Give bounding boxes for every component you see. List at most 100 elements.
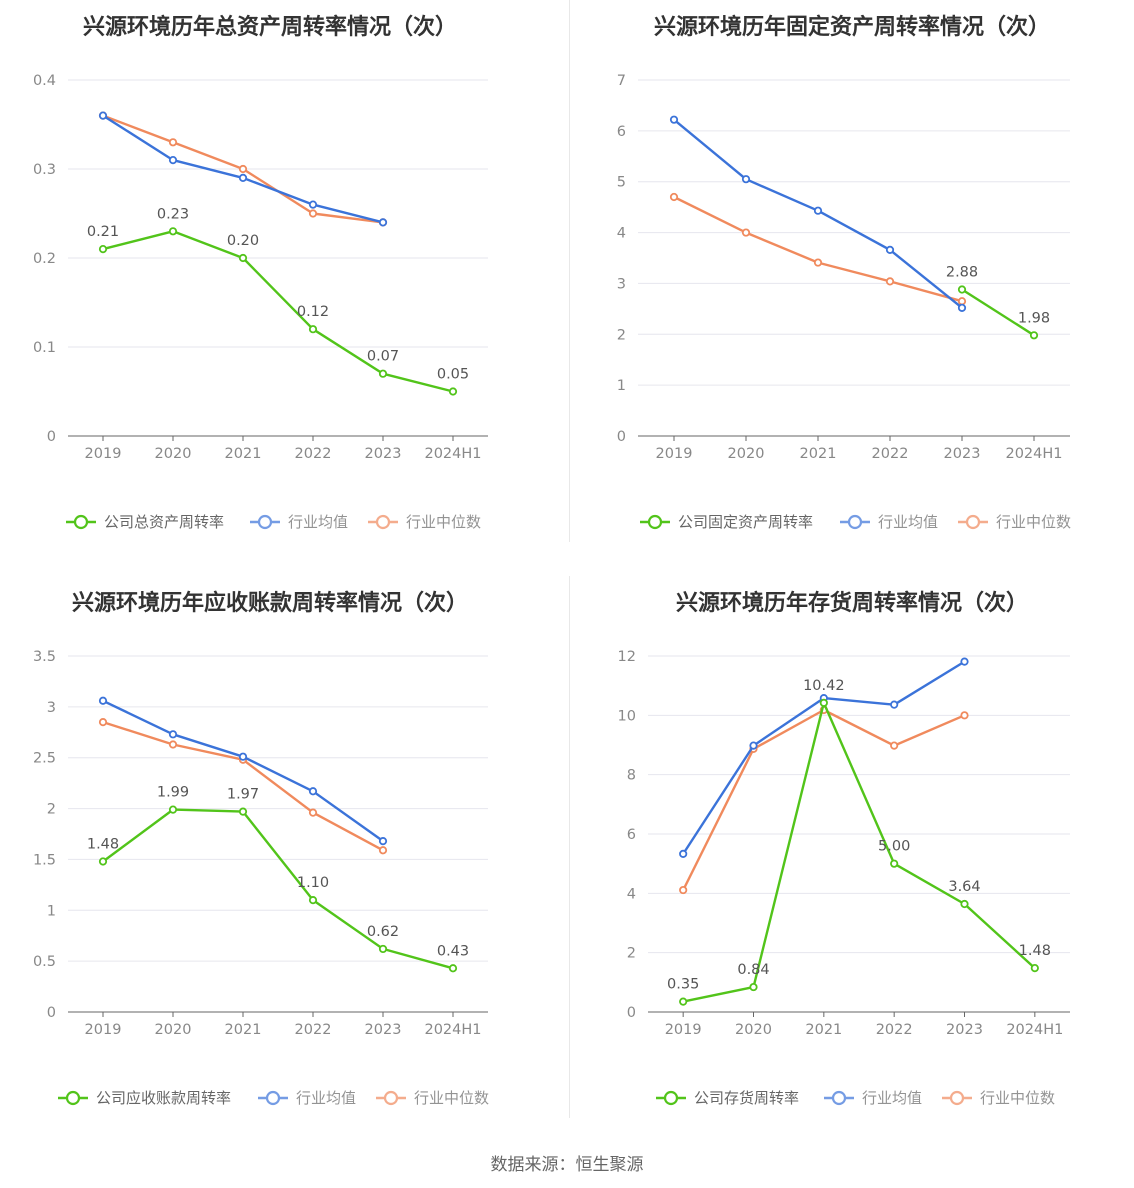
data-point-company[interactable] bbox=[308, 325, 318, 334]
legend-item-avg[interactable]: 行业均值 bbox=[824, 1089, 922, 1107]
data-point-avg[interactable] bbox=[741, 175, 751, 184]
y-tick-label: 0 bbox=[627, 1005, 636, 1021]
data-point-avg[interactable] bbox=[378, 218, 388, 227]
data-point-avg[interactable] bbox=[749, 741, 758, 750]
data-point-median[interactable] bbox=[813, 258, 823, 267]
legend-label: 行业中位数 bbox=[980, 1089, 1055, 1107]
data-point-median[interactable] bbox=[669, 192, 679, 202]
legend-item-company[interactable]: 公司固定资产周转率 bbox=[640, 513, 813, 531]
y-tick-label: 3.5 bbox=[33, 649, 56, 665]
data-label: 1.48 bbox=[87, 836, 119, 852]
chart-3: 兴源环境历年存货周转率情况（次） 0 2 4 6 8 10 12 2019 2020 2021 202… bbox=[618, 590, 1070, 1107]
data-point-company[interactable] bbox=[98, 245, 108, 254]
legend-item-median[interactable]: 行业中位数 bbox=[368, 513, 481, 531]
data-point-company[interactable] bbox=[168, 805, 178, 814]
data-label: 3.64 bbox=[948, 879, 980, 895]
legend-item-avg[interactable]: 行业均值 bbox=[258, 1089, 356, 1107]
data-point-avg[interactable] bbox=[679, 849, 688, 858]
legend-item-company[interactable]: 公司总资产周转率 bbox=[66, 513, 224, 531]
legend-item-company[interactable]: 公司应收账款周转率 bbox=[58, 1089, 231, 1107]
data-label: 0.62 bbox=[367, 924, 399, 940]
legend-label: 公司存货周转率 bbox=[694, 1089, 799, 1107]
data-point-company[interactable] bbox=[378, 944, 388, 954]
data-point-avg[interactable] bbox=[308, 200, 318, 209]
y-tick-label: 2 bbox=[47, 802, 56, 818]
data-point-median[interactable] bbox=[960, 711, 969, 720]
data-point-avg[interactable] bbox=[98, 696, 108, 705]
y-tick-label: 0 bbox=[47, 1005, 56, 1021]
legend-item-avg[interactable]: 行业均值 bbox=[250, 513, 348, 531]
data-point-median[interactable] bbox=[238, 164, 248, 174]
data-point-company[interactable] bbox=[448, 964, 458, 973]
data-point-avg[interactable] bbox=[238, 173, 248, 182]
data-point-median[interactable] bbox=[679, 885, 688, 895]
data-point-avg[interactable] bbox=[669, 115, 679, 124]
series-line-median bbox=[682, 708, 965, 891]
legend-item-avg[interactable]: 行业均值 bbox=[840, 513, 938, 531]
data-point-company[interactable] bbox=[749, 982, 758, 992]
data-point-company[interactable] bbox=[960, 899, 969, 909]
data-label: 2.88 bbox=[946, 265, 978, 281]
data-point-avg[interactable] bbox=[890, 700, 899, 709]
x-tick-label: 2019 bbox=[656, 446, 693, 462]
data-point-avg[interactable] bbox=[957, 303, 967, 312]
vertical-divider-bottom bbox=[569, 576, 570, 1118]
data-point-median[interactable] bbox=[741, 228, 751, 237]
y-tick-label: 0.5 bbox=[33, 954, 56, 970]
legend-marker-icon bbox=[257, 514, 273, 530]
data-point-median[interactable] bbox=[168, 138, 178, 147]
data-point-avg[interactable] bbox=[885, 245, 895, 254]
y-tick-label: 3 bbox=[47, 700, 56, 716]
data-point-avg[interactable] bbox=[98, 111, 108, 120]
data-point-company[interactable] bbox=[378, 369, 388, 378]
data-point-avg[interactable] bbox=[238, 752, 248, 761]
data-point-avg[interactable] bbox=[308, 787, 318, 796]
data-point-median[interactable] bbox=[168, 740, 178, 749]
data-point-company[interactable] bbox=[679, 997, 688, 1006]
data-label: 1.99 bbox=[157, 785, 189, 801]
legend-marker-icon bbox=[847, 514, 863, 530]
data-point-company[interactable] bbox=[1030, 963, 1039, 973]
data-point-company[interactable] bbox=[238, 253, 248, 263]
x-tick-label: 2020 bbox=[155, 446, 192, 462]
chart-title: 兴源环境历年总资产周转率情况（次） bbox=[83, 14, 457, 40]
data-point-company[interactable] bbox=[448, 387, 458, 396]
data-point-avg[interactable] bbox=[378, 837, 388, 846]
chart-title: 兴源环境历年固定资产周转率情况（次） bbox=[654, 14, 1050, 40]
data-point-median[interactable] bbox=[890, 741, 899, 750]
series-line-company bbox=[102, 808, 454, 970]
data-point-company[interactable] bbox=[819, 698, 828, 707]
y-tick-label: 2 bbox=[617, 327, 626, 343]
data-point-median[interactable] bbox=[98, 718, 108, 727]
legend-item-median[interactable]: 行业中位数 bbox=[942, 1089, 1055, 1107]
legend-item-median[interactable]: 行业中位数 bbox=[958, 513, 1071, 531]
legend-item-median[interactable]: 行业中位数 bbox=[376, 1089, 489, 1107]
data-label: 0.20 bbox=[227, 233, 259, 249]
y-tick-label: 1 bbox=[47, 903, 56, 919]
data-point-avg[interactable] bbox=[168, 730, 178, 739]
data-point-median[interactable] bbox=[378, 846, 388, 855]
data-point-avg[interactable] bbox=[168, 156, 178, 165]
y-tick-label: 5 bbox=[617, 175, 626, 191]
data-point-company[interactable] bbox=[890, 859, 899, 868]
x-tick-label: 2022 bbox=[876, 1022, 913, 1038]
legend-marker-icon bbox=[831, 1090, 847, 1106]
data-point-company[interactable] bbox=[308, 896, 318, 905]
y-tick-label: 0.4 bbox=[33, 73, 56, 89]
data-point-avg[interactable] bbox=[960, 657, 969, 666]
legend-item-company[interactable]: 公司存货周转率 bbox=[656, 1089, 799, 1107]
data-point-company[interactable] bbox=[957, 285, 967, 294]
data-point-company[interactable] bbox=[168, 227, 178, 236]
data-point-company[interactable] bbox=[1029, 331, 1039, 340]
data-point-company[interactable] bbox=[98, 857, 108, 866]
data-point-avg[interactable] bbox=[813, 206, 823, 215]
data-point-company[interactable] bbox=[238, 807, 248, 816]
y-tick-label: 2.5 bbox=[33, 751, 56, 767]
data-point-median[interactable] bbox=[308, 209, 318, 218]
x-tick-label: 2024H1 bbox=[424, 1022, 481, 1038]
data-point-median[interactable] bbox=[885, 277, 895, 286]
data-label: 0.07 bbox=[367, 349, 399, 365]
y-tick-label: 1.5 bbox=[33, 852, 56, 868]
data-point-median[interactable] bbox=[308, 808, 318, 817]
data-point-median[interactable] bbox=[957, 297, 967, 306]
